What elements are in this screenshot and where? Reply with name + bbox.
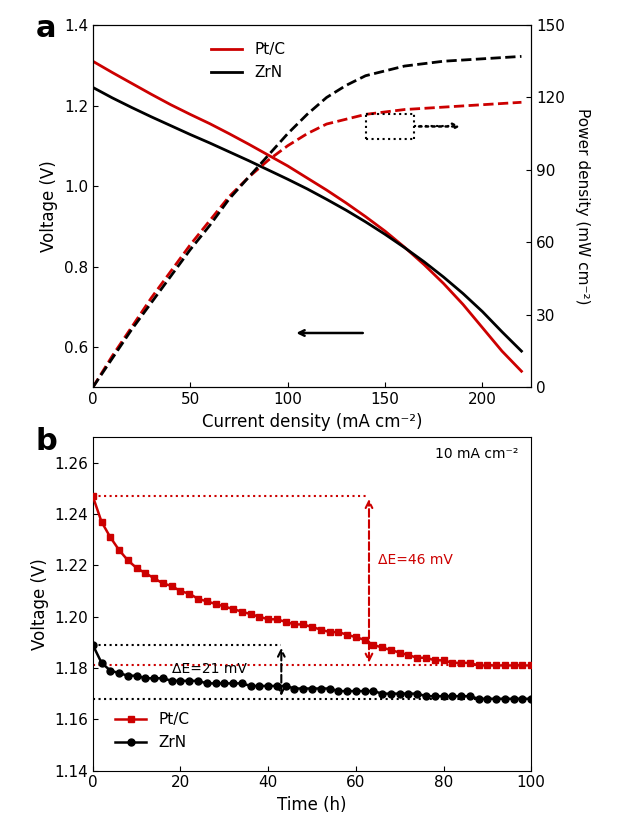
Pt/C [186, 589, 193, 599]
ZrN [89, 640, 97, 650]
X-axis label: Current density (mA cm⁻²): Current density (mA cm⁻²) [202, 413, 422, 431]
Pt/C [527, 661, 535, 671]
Line: Pt/C: Pt/C [90, 493, 534, 669]
Line: ZrN: ZrN [90, 641, 534, 702]
Text: a: a [36, 14, 56, 43]
Text: ΔE=46 mV: ΔE=46 mV [378, 553, 452, 567]
Pt/C [229, 604, 237, 614]
X-axis label: Time (h): Time (h) [277, 796, 347, 814]
ZrN [404, 689, 412, 699]
ZrN [475, 694, 483, 704]
Legend: Pt/C, ZrN: Pt/C, ZrN [205, 37, 291, 86]
Legend: Pt/C, ZrN: Pt/C, ZrN [109, 706, 195, 756]
Y-axis label: Voltage (V): Voltage (V) [40, 160, 58, 252]
Pt/C [404, 651, 412, 661]
Text: 10 mA cm⁻²: 10 mA cm⁻² [435, 447, 518, 461]
Pt/C [518, 661, 526, 671]
ZrN [229, 678, 237, 688]
Y-axis label: Power density (mW cm⁻²): Power density (mW cm⁻²) [575, 108, 590, 304]
Pt/C [220, 601, 228, 611]
Y-axis label: Voltage (V): Voltage (V) [31, 558, 49, 650]
Text: ΔE=21 mV: ΔE=21 mV [172, 662, 246, 676]
ZrN [378, 689, 386, 699]
Pt/C [89, 491, 97, 501]
Text: b: b [36, 427, 58, 456]
ZrN [186, 676, 193, 686]
ZrN [518, 694, 526, 704]
Pt/C [378, 642, 386, 652]
ZrN [220, 678, 228, 688]
Pt/C [475, 661, 483, 671]
ZrN [527, 694, 535, 704]
